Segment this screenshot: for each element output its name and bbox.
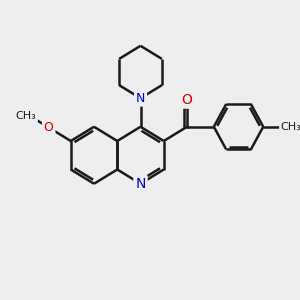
Text: O: O (182, 93, 192, 107)
Text: O: O (44, 121, 54, 134)
Text: CH₃: CH₃ (16, 111, 36, 121)
Text: CH₃: CH₃ (281, 122, 300, 132)
Text: N: N (136, 92, 145, 105)
Text: N: N (135, 177, 146, 191)
